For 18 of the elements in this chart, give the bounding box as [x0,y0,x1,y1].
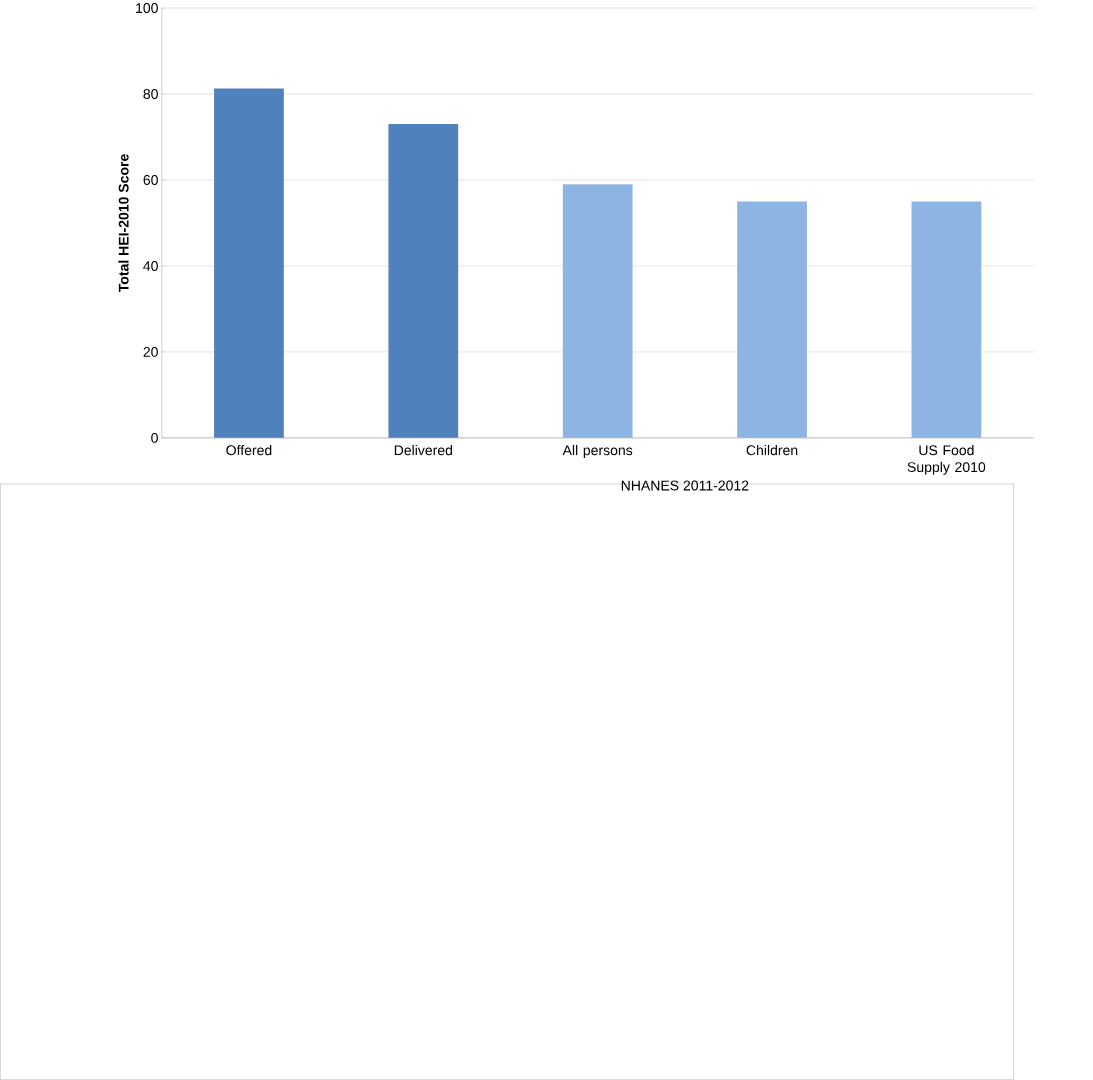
bar [911,201,982,438]
y-axis-title: Total HEI-2010 Score [118,154,129,293]
y-tick-label: 60 [143,175,158,185]
x-tick-label: Offered [226,444,272,456]
text: NHANES 2011-2012 [621,480,749,491]
bar [737,201,807,438]
x-tick-label: Delivered [394,444,453,456]
y-tick-label: 0 [151,432,158,443]
x-tick-label: Children [746,444,798,456]
bar [562,184,633,438]
y-tick-label: 20 [143,346,158,357]
y-tick-label: 80 [143,89,158,99]
x-tick-label: All persons [562,444,633,458]
y-tick-label: 40 [143,260,158,271]
bar [388,124,459,438]
bar [214,88,284,438]
y-tick-label: 100 [136,3,158,14]
x-tick-label: US Food Supply 2010 [907,444,986,475]
